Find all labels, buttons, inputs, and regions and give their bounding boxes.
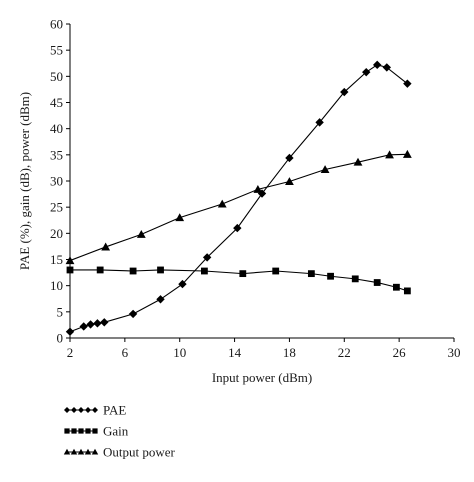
series-line-pae [69, 64, 408, 333]
data-point-gain [129, 267, 137, 275]
data-point-output-power [101, 242, 111, 251]
data-point-output-power [217, 199, 227, 208]
data-point-gain [272, 267, 280, 275]
y-tick-label: 0 [57, 331, 64, 346]
data-point-output-power [175, 213, 185, 222]
legend-marker-pae [78, 407, 84, 413]
data-point-gain [351, 275, 359, 283]
legend-marker-gain [64, 428, 70, 434]
data-point-gain [66, 266, 74, 274]
y-tick-label: 35 [50, 147, 63, 162]
legend-marker-gain [85, 428, 91, 434]
x-axis-label: Input power (dBm) [212, 370, 312, 385]
x-tick-label: 18 [283, 345, 296, 360]
data-point-pae [100, 318, 109, 327]
legend: PAE Gain Output power [63, 403, 176, 460]
data-point-output-power [285, 177, 294, 186]
data-point-pae [315, 118, 324, 127]
y-tick-label: 60 [50, 17, 63, 32]
data-point-pae [362, 67, 371, 77]
data-point-gain [373, 279, 381, 286]
data-point-output-power [253, 184, 263, 193]
y-tick-label: 40 [50, 121, 63, 136]
data-point-pae [79, 322, 88, 331]
legend-label-output-power: Output power [103, 445, 176, 460]
data-point-gain [403, 287, 411, 295]
legend-marker-gain [78, 428, 84, 434]
series-pae [65, 60, 412, 336]
series-output-power [65, 149, 412, 265]
y-tick-label: 55 [50, 43, 63, 58]
legend-label-pae: PAE [103, 403, 126, 418]
x-tick-label: 14 [228, 345, 242, 360]
legend-label-gain: Gain [103, 424, 129, 439]
legend-marker-output-power [63, 448, 71, 455]
legend-marker-pae [85, 407, 91, 413]
data-point-gain [201, 267, 208, 275]
data-point-gain [307, 270, 315, 278]
y-tick-label: 25 [50, 200, 63, 215]
data-point-pae [382, 63, 391, 72]
data-point-output-power [353, 157, 363, 166]
data-point-pae [86, 320, 95, 329]
y-tick-label: 30 [50, 174, 63, 189]
data-point-output-power [385, 150, 394, 159]
legend-marker-pae [64, 407, 70, 413]
data-point-gain [96, 266, 104, 274]
data-point-pae [233, 223, 242, 233]
legend-marker-pae [92, 407, 98, 413]
y-tick-label: 10 [50, 278, 63, 293]
data-point-gain [239, 270, 247, 278]
data-point-output-power [65, 256, 75, 265]
legend-marker-output-power [77, 448, 85, 455]
legend-marker-gain [92, 428, 98, 434]
data-point-pae [373, 60, 382, 70]
legend-marker-output-power [84, 448, 92, 455]
y-tick-label: 45 [50, 95, 63, 110]
legend-item-pae: PAE [64, 403, 126, 418]
x-tick-label: 10 [173, 345, 186, 360]
data-point-pae [65, 327, 75, 336]
y-tick-label: 50 [50, 69, 63, 84]
x-tick-label: 30 [448, 345, 461, 360]
data-point-output-power [320, 165, 330, 174]
x-tick-label: 22 [338, 345, 351, 360]
legend-marker-gain [71, 428, 77, 434]
data-point-pae [403, 79, 412, 88]
series-layer [65, 60, 412, 336]
data-point-pae [340, 87, 349, 97]
data-point-pae [128, 309, 138, 319]
y-tick-label: 5 [57, 304, 64, 319]
series-line-output-power [69, 153, 408, 262]
data-point-output-power [402, 149, 412, 158]
legend-item-output-power: Output power [63, 445, 176, 460]
data-point-gain [157, 266, 164, 274]
legend-item-gain: Gain [64, 424, 129, 439]
data-point-pae [156, 295, 165, 304]
data-point-gain [393, 283, 400, 291]
legend-marker-pae [71, 407, 77, 413]
x-tick-label: 6 [122, 345, 129, 360]
y-tick-label: 20 [50, 226, 63, 241]
y-tick-label: 15 [50, 252, 63, 267]
data-point-output-power [136, 229, 146, 238]
legend-marker-output-power [91, 448, 99, 455]
data-point-gain [327, 272, 334, 280]
x-tick-label: 26 [393, 345, 407, 360]
data-point-pae [93, 319, 102, 328]
data-point-pae [178, 279, 187, 289]
legend-marker-output-power [70, 448, 78, 455]
series-gain [66, 266, 411, 295]
data-point-pae [202, 253, 212, 262]
y-axis-label: PAE (%), gain (dB), power (dBm) [17, 92, 32, 270]
data-point-pae [285, 153, 294, 163]
data-point-pae [257, 189, 267, 198]
x-tick-label: 2 [67, 345, 74, 360]
